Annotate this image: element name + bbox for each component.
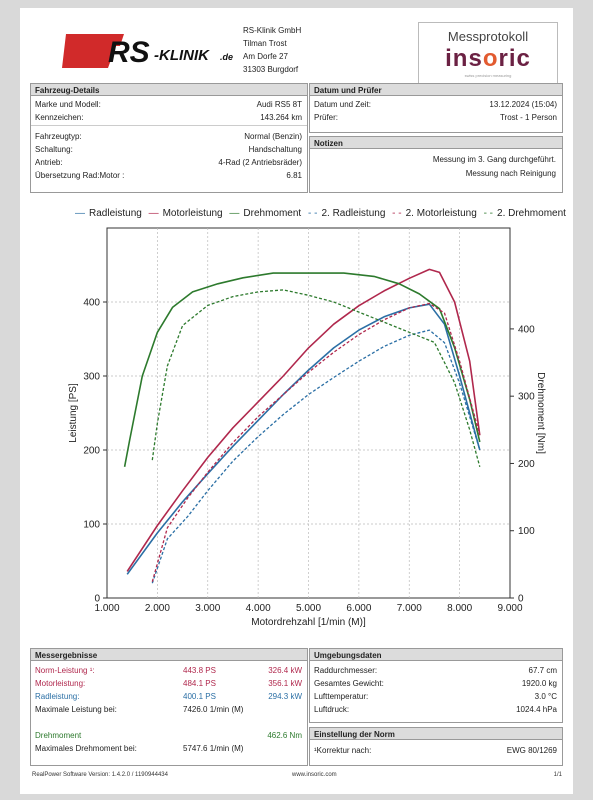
insoric-logo: insoric <box>445 45 531 72</box>
y2-tick-label: 200 <box>518 459 535 470</box>
norm-row: ¹Korrektur nach: EWG 80/1269 <box>314 746 557 755</box>
series-line-4 <box>151 302 481 582</box>
svg-text:RS: RS <box>108 36 150 69</box>
y-tick-label: 0 <box>94 594 100 605</box>
vehicle-row: Kennzeichen: 143.264 km <box>35 113 302 122</box>
results-title: Messergebnisse <box>31 649 307 661</box>
footer-page: 1/1 <box>553 772 562 778</box>
date-row: Datum und Zeit: 13.12.2024 (15:04) <box>314 100 557 109</box>
legend-drehmoment: Drehmoment <box>243 208 302 219</box>
env-row: Gesamtes Gewicht: 1920.0 kg <box>314 679 557 688</box>
result-maxpower-row: Maximale Leistung bei: 7426.0 1/min (M) <box>35 705 244 714</box>
x-tick-label: 8.000 <box>447 603 472 614</box>
company-person: Tilman Trost <box>243 39 287 48</box>
x-tick-label: 9.000 <box>497 603 522 614</box>
date-row: Prüfer: Trost - 1 Person <box>314 113 557 122</box>
y2-axis-label: Drehmoment [Nm] <box>535 372 546 454</box>
insoric-tagline: swiss precision measuring <box>464 73 512 78</box>
result-torque-row: Drehmoment 462.6 Nm <box>35 731 302 740</box>
footer-software: RealPower Software Version: 1.4.2.0 / 11… <box>32 772 168 778</box>
result-maxtorque-row: Maximales Drehmoment bei: 5747.6 1/min (M… <box>35 744 244 753</box>
env-row: Raddurchmesser: 67.7 cm <box>314 666 557 675</box>
vehicle-row: Marke und Modell: Audi RS5 8T <box>35 100 302 109</box>
x-tick-label: 6.000 <box>346 603 371 614</box>
result-rad-row: Radleistung: 400.1 PS 294.3 kW <box>35 692 302 701</box>
environment-title: Umgebungsdaten <box>310 649 562 661</box>
date-section: Datum und Prüfer Datum und Zeit: 13.12.20… <box>309 83 563 133</box>
legend-2-radleistung: 2. Radleistung <box>321 208 386 219</box>
svg-text:-KLINIK: -KLINIK <box>154 47 210 64</box>
vehicle-row: Übersetzung Rad:Motor :6.81 <box>35 171 302 180</box>
environment-section: Umgebungsdaten Raddurchmesser: 67.7 cm Ge… <box>309 648 563 723</box>
x-tick-label: 5.000 <box>296 603 321 614</box>
series-line-3 <box>151 329 481 584</box>
chart-legend: — Radleistung — Motorleistung — Drehmoment … <box>75 208 566 219</box>
messprotokoll-box: Messprotokoll insoric swiss precision me… <box>418 22 558 86</box>
footer: RealPower Software Version: 1.4.2.0 / 11… <box>32 772 562 778</box>
y-tick-label: 100 <box>83 520 100 531</box>
power-curve-chart: 1.000 2.000 3.000 4.000 5.000 6.000 7.000 8.000… <box>68 227 546 628</box>
result-motor-row: Motorleistung: 484.1 PS 356.1 kW <box>35 679 302 688</box>
y2-tick-label: 400 <box>518 324 535 335</box>
env-row: Luftdruck: 1024.4 hPa <box>314 705 557 714</box>
vehicle-details-title: Fahrzeug-Details <box>31 84 307 96</box>
vehicle-details-section: Fahrzeug-Details Marke und Modell: Audi R… <box>30 83 308 193</box>
notes-line: Messung im 3. Gang durchgeführt. <box>432 155 556 164</box>
vehicle-row: Fahrzeugtyp: Normal (Benzin) <box>35 132 302 141</box>
result-norm-row: Norm-Leistung ¹: 443.8 PS 326.4 kW <box>35 666 302 675</box>
y2-tick-label: 0 <box>518 594 524 605</box>
company-street: Am Dorfe 27 <box>243 52 288 61</box>
vehicle-row: Antrieb: 4-Rad (2 Antriebsräder) <box>35 158 302 167</box>
env-row: Lufttemperatur: 3.0 °C <box>314 692 557 701</box>
legend-2-motorleistung: 2. Motorleistung <box>405 208 477 219</box>
x-tick-label: 2.000 <box>145 603 170 614</box>
y-tick-label: 300 <box>83 372 100 383</box>
company-address: RS-Klinik GmbH Tilman Trost Am Dorfe 27 … <box>243 24 301 76</box>
series-line-2 <box>123 272 481 467</box>
series-line-0 <box>126 303 481 575</box>
y-tick-label: 400 <box>83 298 100 309</box>
x-tick-label: 4.000 <box>246 603 271 614</box>
norm-setting-section: Einstellung der Norm ¹Korrektur nach: EWG… <box>309 727 563 766</box>
series-line-5 <box>151 289 481 467</box>
results-section: Messergebnisse Norm-Leistung ¹: 443.8 PS 3… <box>30 648 308 766</box>
company-name: RS-Klinik GmbH <box>243 26 302 35</box>
messprotokoll-title: Messprotokoll <box>447 29 529 44</box>
y-tick-label: 200 <box>83 446 100 457</box>
y-axis-label: Leistung [PS] <box>68 383 79 443</box>
norm-setting-title: Einstellung der Norm <box>310 728 562 740</box>
y2-tick-label: 300 <box>518 392 535 403</box>
series-line-1 <box>126 268 481 572</box>
x-tick-label: 1.000 <box>94 603 119 614</box>
legend-motorleistung: Motorleistung <box>162 208 223 219</box>
x-tick-label: 7.000 <box>397 603 422 614</box>
notes-title: Notizen <box>310 137 562 149</box>
y2-tick-label: 100 <box>518 526 535 537</box>
footer-url: www.insoric.com <box>292 772 337 778</box>
legend-2-drehmoment: 2. Drehmoment <box>497 208 566 219</box>
notes-section: Notizen Messung im 3. Gang durchgeführt.… <box>309 136 563 193</box>
legend-radleistung: Radleistung <box>89 208 142 219</box>
company-city: 31303 Burgdorf <box>243 65 299 74</box>
svg-text:.de: .de <box>220 52 233 62</box>
vehicle-row: Schaltung: Handschaltung <box>35 145 302 154</box>
x-axis-label: Motordrehzahl [1/min (M)] <box>251 617 366 628</box>
x-tick-label: 3.000 <box>195 603 220 614</box>
report-page: RS -KLINIK .de RS-Klinik GmbH Tilman Tro… <box>20 8 573 794</box>
notes-line: Messung nach Reinigung <box>465 169 556 178</box>
rs-klinik-logo: RS -KLINIK .de <box>62 34 233 69</box>
date-title: Datum und Prüfer <box>310 84 562 96</box>
